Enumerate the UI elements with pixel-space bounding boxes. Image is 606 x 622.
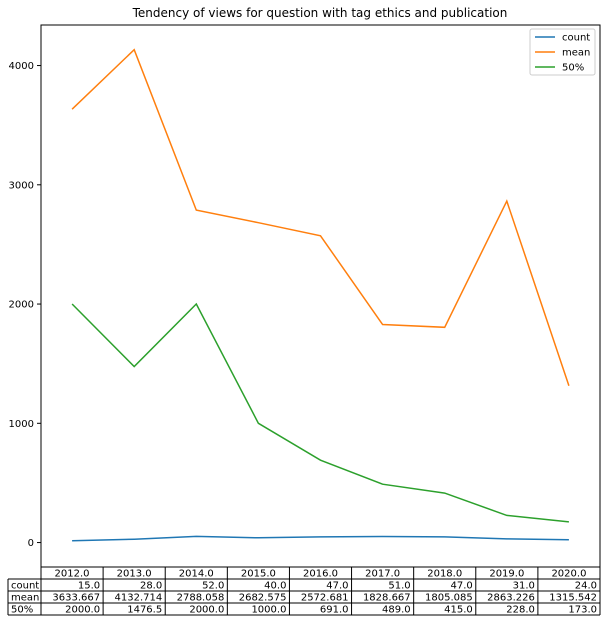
table-cell: 52.0 [202,581,224,592]
chart-title: Tendency of views for question with tag … [132,6,508,20]
table-column-header: 2019.0 [489,569,524,580]
table-cell: 47.0 [326,581,348,592]
table-row-label: mean [11,593,39,604]
table-column-header: 2018.0 [427,569,462,580]
table-cell: 24.0 [575,581,597,592]
series-line-count [72,535,569,542]
table-cell: 2000.0 [65,605,100,616]
table-column-header: 2020.0 [551,569,586,580]
table-cell: 1000.0 [251,605,286,616]
table-cell: 173.0 [568,605,597,616]
table-cell: 28.0 [140,581,162,592]
table-cell: 2788.058 [177,593,225,604]
legend-box [529,28,596,76]
series-line-mean [71,48,570,386]
table-cell: 691.0 [320,605,349,616]
table-cell: 40.0 [264,581,286,592]
table-cell: 51.0 [388,581,410,592]
y-tick-label: 0 [28,538,34,549]
table-cell: 2863.226 [487,593,535,604]
table-cell: 1315.542 [549,593,597,604]
legend-label: mean [562,48,590,59]
legend-label: count [562,33,590,44]
plot-area [40,24,601,568]
table-cell: 1805.085 [425,593,473,604]
table-column-header: 2013.0 [117,569,152,580]
table-cell: 2000.0 [189,605,224,616]
table-cell: 3633.667 [52,593,100,604]
legend: count mean 50% [529,28,596,76]
table-column-header: 2017.0 [365,569,400,580]
table-column-header: 2016.0 [303,569,338,580]
table-cell: 1828.667 [363,593,411,604]
table-cell: 415.0 [444,605,473,616]
table-cell: 15.0 [78,581,100,592]
table-cell: 2572.681 [301,593,349,604]
table-cell: 31.0 [513,581,535,592]
table-row-label: count [11,581,39,592]
table-cell: 228.0 [506,605,535,616]
table-column-header: 2012.0 [55,569,90,580]
table-cell: 489.0 [382,605,411,616]
legend-label: 50% [562,63,584,74]
y-tick-label: 3000 [9,180,34,191]
table-cell: 2682.575 [239,593,287,604]
y-tick-label: 4000 [9,61,34,72]
y-tick-label: 1000 [9,419,34,430]
table-row-label: 50% [11,605,33,616]
table-cell: 4132.714 [115,593,163,604]
table-column-header: 2014.0 [179,569,214,580]
table-cell: 1476.5 [127,605,162,616]
series-line-50pct [71,302,569,523]
y-tick-label: 2000 [9,300,34,311]
table-cell: 47.0 [451,581,473,592]
table-column-header: 2015.0 [241,569,276,580]
